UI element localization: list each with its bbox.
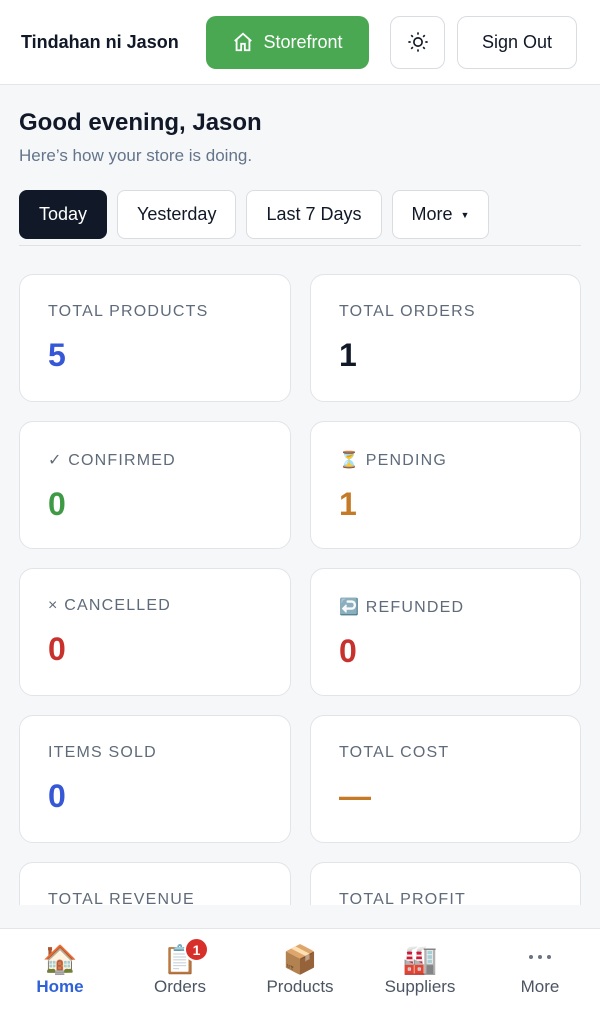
sign-out-button[interactable]: Sign Out: [457, 15, 577, 69]
nav-label: Products: [266, 977, 334, 996]
nav-label: Suppliers: [384, 977, 456, 996]
stat-card: TOTAL COST —: [310, 715, 581, 843]
header: Tindahan ni Jason Storefront Sign Out: [0, 0, 600, 85]
nav-label: More: [520, 977, 560, 996]
filter-bar: Today Yesterday Last 7 Days More ▼: [19, 190, 581, 246]
bottom-nav: 🏠 Home 📋 Orders 1 📦 Products 🏭 Suppliers More: [0, 928, 600, 1015]
stat-card: TOTAL REVENUE: [19, 862, 291, 905]
main-content: Good evening, Jason Here’s how your stor…: [0, 85, 600, 905]
stat-label: ↩️ REFUNDED: [339, 599, 465, 616]
stat-value: —: [339, 778, 371, 814]
stat-label: ✓ CONFIRMED: [48, 452, 176, 469]
filter-button[interactable]: Today: [19, 190, 108, 239]
stat-card: ⏳ PENDING 1: [310, 421, 581, 549]
stat-value: 0: [48, 486, 66, 522]
stat-label: TOTAL PROFIT: [339, 891, 467, 905]
stat-value: 5: [48, 337, 66, 373]
stat-card: ↩️ REFUNDED 0: [310, 568, 581, 696]
caret: ▼: [460, 209, 470, 220]
filter-label: Today: [39, 204, 88, 224]
nav-item[interactable]: 📦 Products: [240, 929, 360, 1015]
storefront-label: Storefront: [263, 31, 343, 52]
nav-item[interactable]: 🏭 Suppliers: [360, 929, 480, 1015]
home-icon: [234, 32, 253, 52]
stat-value: 1: [339, 486, 357, 522]
nav-label: Orders: [154, 977, 206, 996]
nav-badge: 1: [184, 937, 209, 962]
filter-button[interactable]: Yesterday: [117, 190, 237, 239]
stat-label: TOTAL PRODUCTS: [48, 303, 209, 320]
stat-card: ITEMS SOLD 0: [19, 715, 291, 843]
store-name: Tindahan ni Jason: [21, 31, 179, 52]
stat-label: TOTAL ORDERS: [339, 303, 476, 320]
stat-card: ✓ CONFIRMED 0: [19, 421, 291, 549]
sun-icon: [407, 32, 428, 52]
filter-label: More: [411, 204, 453, 224]
stat-value: 1: [339, 337, 357, 373]
filter-button[interactable]: Last 7 Days: [246, 190, 382, 239]
stat-card: TOTAL PROFIT: [310, 862, 581, 905]
stat-label: ITEMS SOLD: [48, 744, 157, 761]
stat-label: TOTAL REVENUE: [48, 891, 195, 905]
nav-item[interactable]: 📋 Orders 1: [120, 929, 240, 1015]
storefront-button[interactable]: Storefront: [206, 15, 369, 69]
stat-label: ⏳ PENDING: [339, 452, 448, 469]
stat-card: TOTAL ORDERS 1: [310, 274, 581, 402]
stat-card: TOTAL PRODUCTS 5: [19, 274, 291, 402]
nav-icon: 🏭: [402, 944, 438, 975]
stat-value: 0: [48, 631, 66, 667]
nav-icon: 📦: [282, 944, 318, 975]
stat-value: 0: [48, 778, 66, 814]
nav-icon: [526, 943, 554, 977]
more-dots: [529, 955, 551, 959]
greeting-subtitle: Here’s how your store is doing.: [19, 146, 253, 165]
stat-value: 0: [339, 633, 357, 669]
greeting-title: Good evening, Jason: [19, 109, 262, 136]
theme-toggle[interactable]: [390, 15, 445, 69]
stat-label: TOTAL COST: [339, 744, 450, 761]
nav-icon: 🏠: [42, 944, 78, 975]
stat-card: × CANCELLED 0: [19, 568, 291, 696]
nav-label: Home: [36, 977, 84, 996]
filter-label: Last 7 Days: [266, 204, 362, 224]
nav-item[interactable]: 🏠 Home: [0, 929, 120, 1015]
nav-item[interactable]: More: [480, 929, 600, 1015]
stats-grid: TOTAL PRODUCTS 5 TOTAL ORDERS 1 ✓ CONFIRMED 0…: [19, 274, 581, 905]
filter-button[interactable]: More ▼: [391, 190, 490, 239]
stat-label: × CANCELLED: [48, 597, 172, 614]
filter-label: Yesterday: [137, 204, 217, 224]
